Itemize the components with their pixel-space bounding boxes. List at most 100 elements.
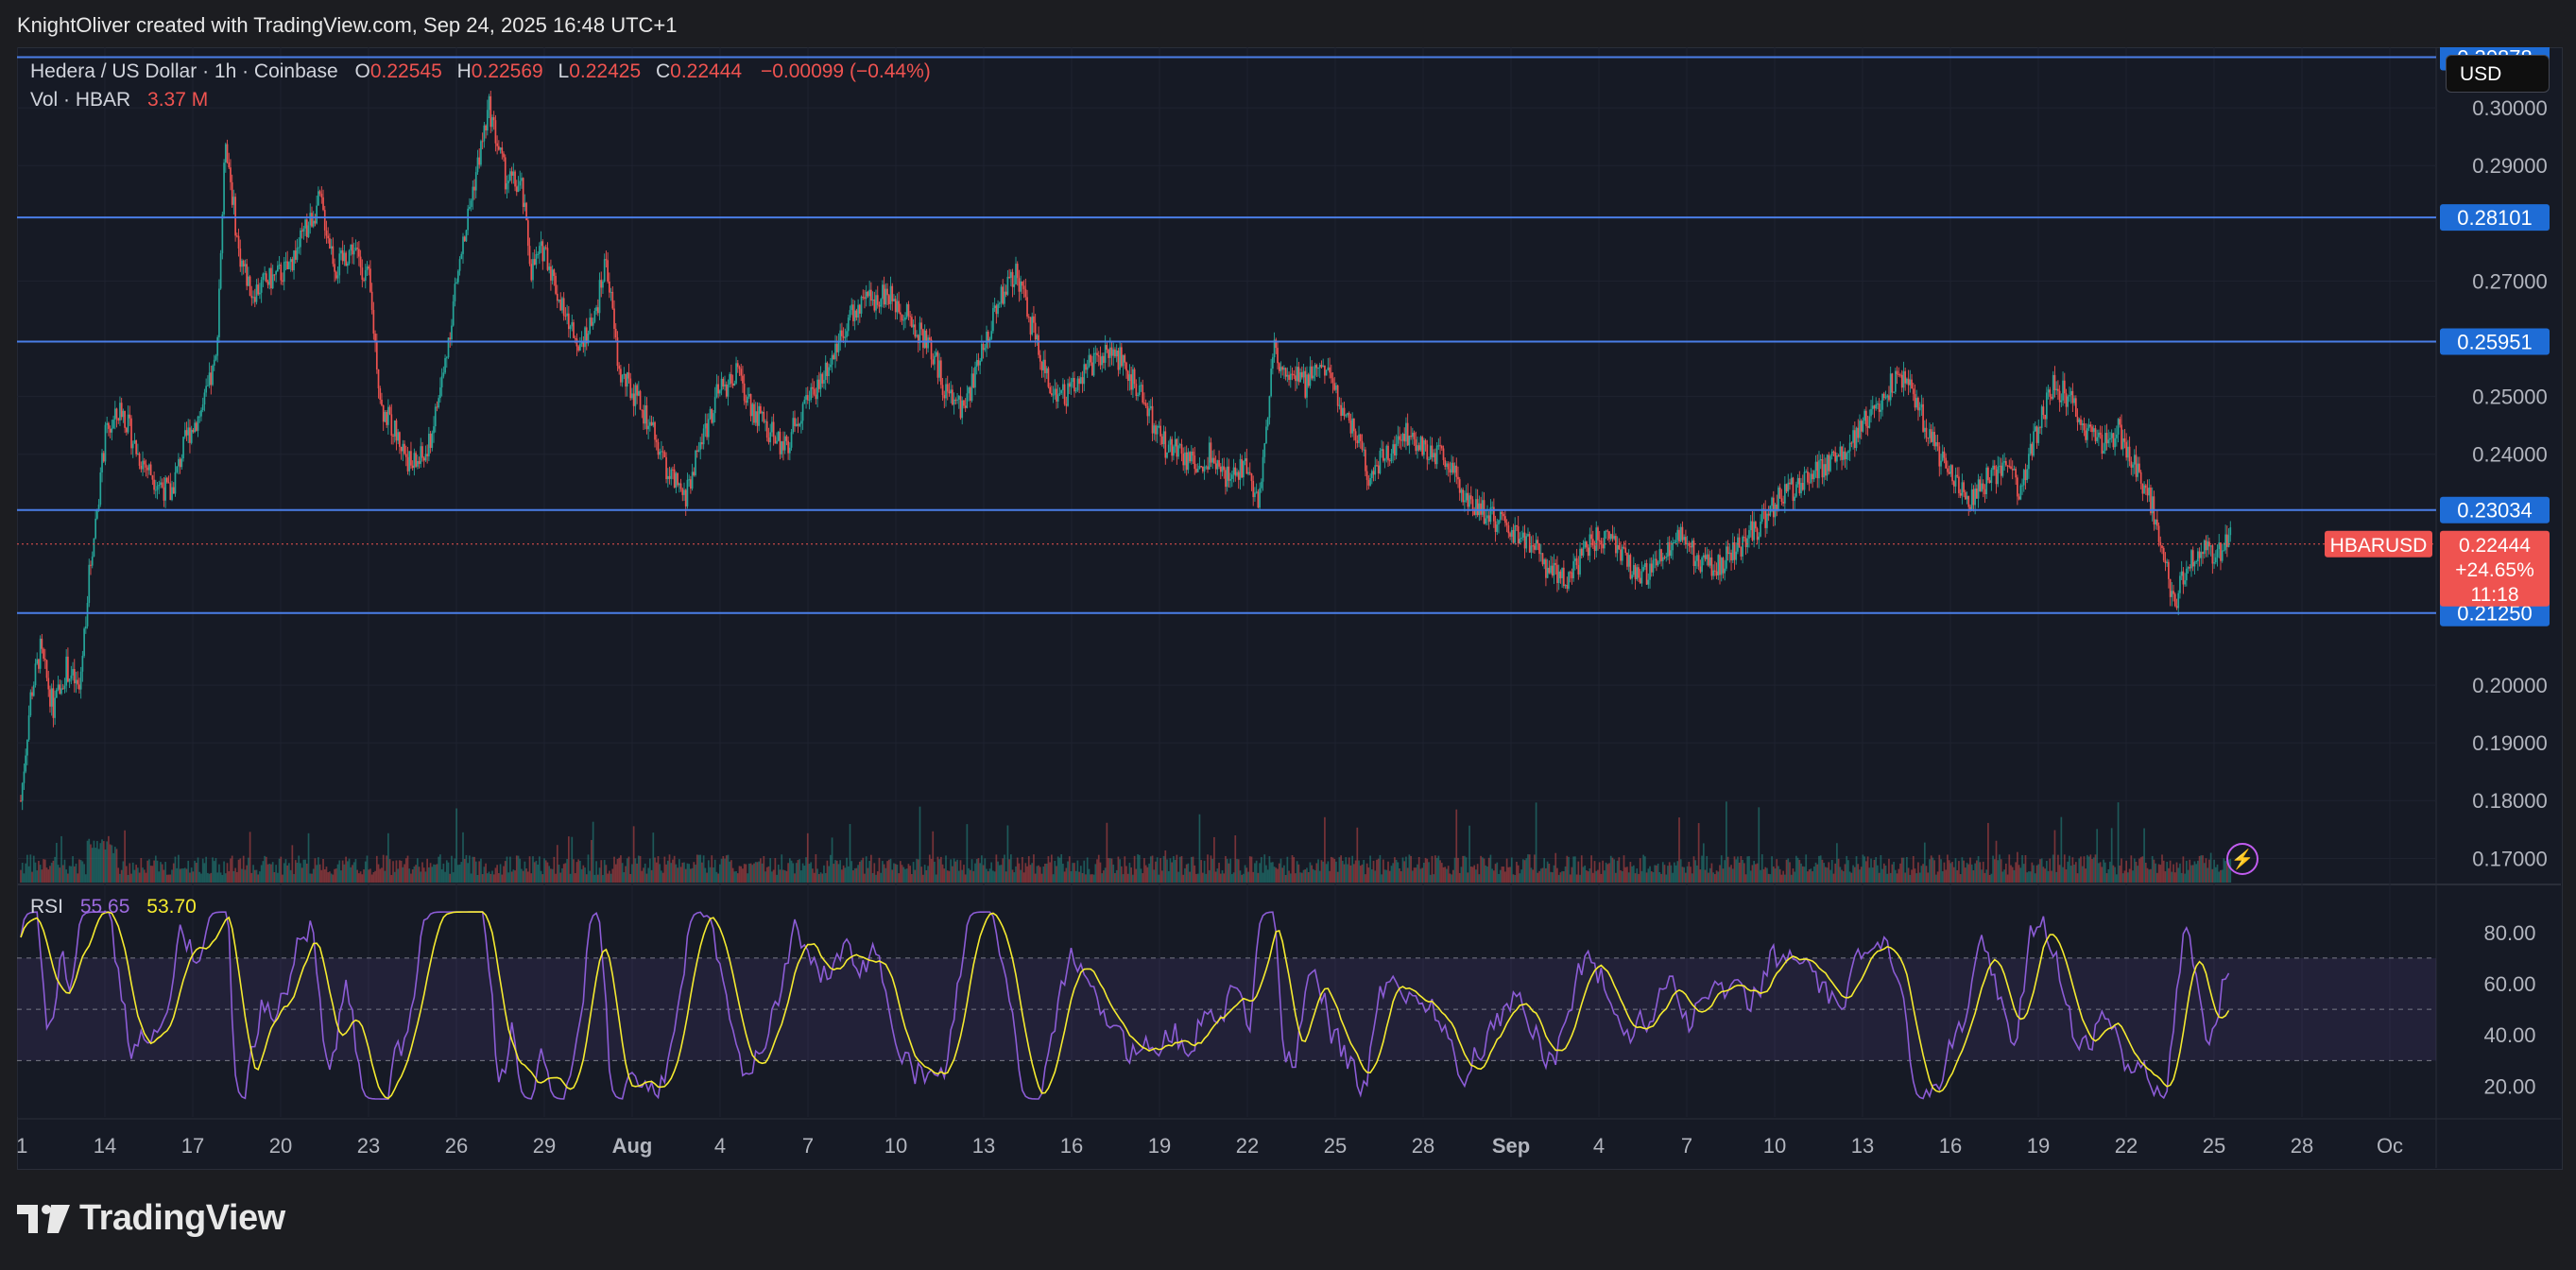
- candle-body: [129, 414, 131, 419]
- candle-body: [975, 359, 978, 368]
- x-tick-label: 28: [2291, 1134, 2313, 1158]
- candle-body: [2184, 580, 2186, 585]
- candle-body: [296, 248, 299, 260]
- volume-bar: [2006, 874, 2009, 883]
- volume-bar: [571, 836, 574, 883]
- volume-bar: [343, 864, 346, 883]
- candle-body: [262, 273, 265, 281]
- candle-body: [1974, 488, 1976, 506]
- volume-bar: [817, 873, 820, 883]
- volume-bar: [2062, 867, 2064, 883]
- volume-bar: [566, 859, 568, 883]
- volume-bar: [346, 861, 349, 883]
- candle-body: [835, 343, 838, 352]
- volume-bar: [2029, 871, 2032, 883]
- volume-bar: [259, 871, 261, 883]
- symbol-tag-label: HBARUSD: [2330, 535, 2428, 557]
- volume-bar: [1304, 869, 1307, 883]
- candle-body: [77, 679, 79, 685]
- candle-body: [2037, 427, 2040, 443]
- candle-body: [2015, 469, 2018, 478]
- volume-bar: [192, 871, 195, 883]
- candle-body: [1694, 560, 1697, 567]
- candle-body: [1451, 462, 1454, 473]
- candle-body: [2076, 417, 2079, 422]
- candle-body: [981, 343, 983, 361]
- candle-body: [1697, 555, 1700, 567]
- symbol-name[interactable]: Hedera / US Dollar · 1h · Coinbase: [30, 60, 338, 82]
- volume-bar: [1426, 858, 1429, 883]
- volume-bar: [293, 873, 295, 883]
- volume-bar: [797, 860, 799, 883]
- candle-body: [436, 406, 438, 408]
- volume-bar: [178, 854, 180, 883]
- candle-body: [1302, 370, 1305, 378]
- candle-body: [1753, 522, 1755, 541]
- volume-bar: [2018, 865, 2020, 883]
- volume-bar: [444, 871, 446, 883]
- volume-bar: [335, 868, 337, 883]
- volume-bar: [1537, 872, 1539, 883]
- currency-button[interactable]: USD: [2446, 55, 2550, 93]
- candle-body: [501, 147, 504, 154]
- candle-body: [1634, 564, 1637, 579]
- candle-body: [1417, 445, 1418, 452]
- candle-body: [1042, 359, 1045, 370]
- candle-body: [377, 369, 380, 388]
- candle-body: [1324, 365, 1326, 376]
- volume-bar: [1548, 864, 1551, 883]
- volume-bar: [2008, 854, 2011, 883]
- candle-body: [1616, 544, 1619, 554]
- volume-bar: [1823, 863, 1825, 883]
- volume-bar: [2063, 854, 2066, 883]
- volume-bar: [1496, 862, 1499, 883]
- tradingview-logo[interactable]: TradingView: [17, 1198, 285, 1239]
- rsi-value: 55.65: [79, 896, 130, 918]
- lightning-icon[interactable]: ⚡: [2226, 843, 2258, 875]
- candle-body: [1577, 564, 1580, 575]
- volume-bar: [1247, 871, 1249, 883]
- volume-bar: [1335, 861, 1337, 883]
- candle-body: [2214, 557, 2217, 563]
- candle-body: [1024, 288, 1027, 298]
- chart-canvas[interactable]: 0.308780.281010.259510.230340.21250HBARU…: [17, 47, 2561, 1168]
- volume-bar: [1081, 872, 1084, 883]
- candle-body: [418, 460, 421, 464]
- candle-body: [691, 472, 694, 489]
- volume-bar: [1440, 863, 1443, 883]
- volume-bar: [1114, 872, 1116, 883]
- candle-body: [521, 178, 523, 181]
- volume-bar: [1468, 825, 1470, 883]
- rsi-label[interactable]: RSI: [30, 896, 64, 918]
- candle-body: [223, 163, 225, 215]
- candle-body: [1586, 541, 1588, 548]
- volume-bar: [1708, 872, 1709, 883]
- volume-bar: [284, 859, 287, 883]
- volume-bar: [655, 862, 658, 883]
- candle-body: [1435, 445, 1438, 465]
- volume-bar: [1629, 862, 1632, 883]
- candle-body: [73, 668, 76, 684]
- volume-label[interactable]: Vol · HBAR: [30, 89, 131, 111]
- candle-body: [146, 467, 149, 471]
- candle-body: [185, 430, 188, 436]
- volume-bar: [1988, 874, 1991, 883]
- volume-bar: [309, 873, 312, 883]
- candle-body: [2138, 463, 2140, 472]
- candle-body: [546, 248, 549, 270]
- volume-bar: [1922, 864, 1924, 883]
- volume-bar: [1052, 874, 1055, 883]
- candle-body: [2166, 561, 2169, 563]
- volume-bar: [800, 870, 802, 883]
- volume-bar: [719, 864, 721, 883]
- candle-body: [1760, 522, 1761, 537]
- candle-body: [458, 259, 461, 271]
- candle-body: [2121, 438, 2124, 450]
- volume-bar: [1031, 863, 1034, 883]
- volume-bar: [354, 859, 357, 883]
- volume-bar: [1782, 870, 1784, 883]
- volume-bar: [525, 868, 527, 883]
- volume-bar: [307, 832, 310, 883]
- candle-body: [2168, 561, 2170, 579]
- volume-bar: [1681, 867, 1684, 883]
